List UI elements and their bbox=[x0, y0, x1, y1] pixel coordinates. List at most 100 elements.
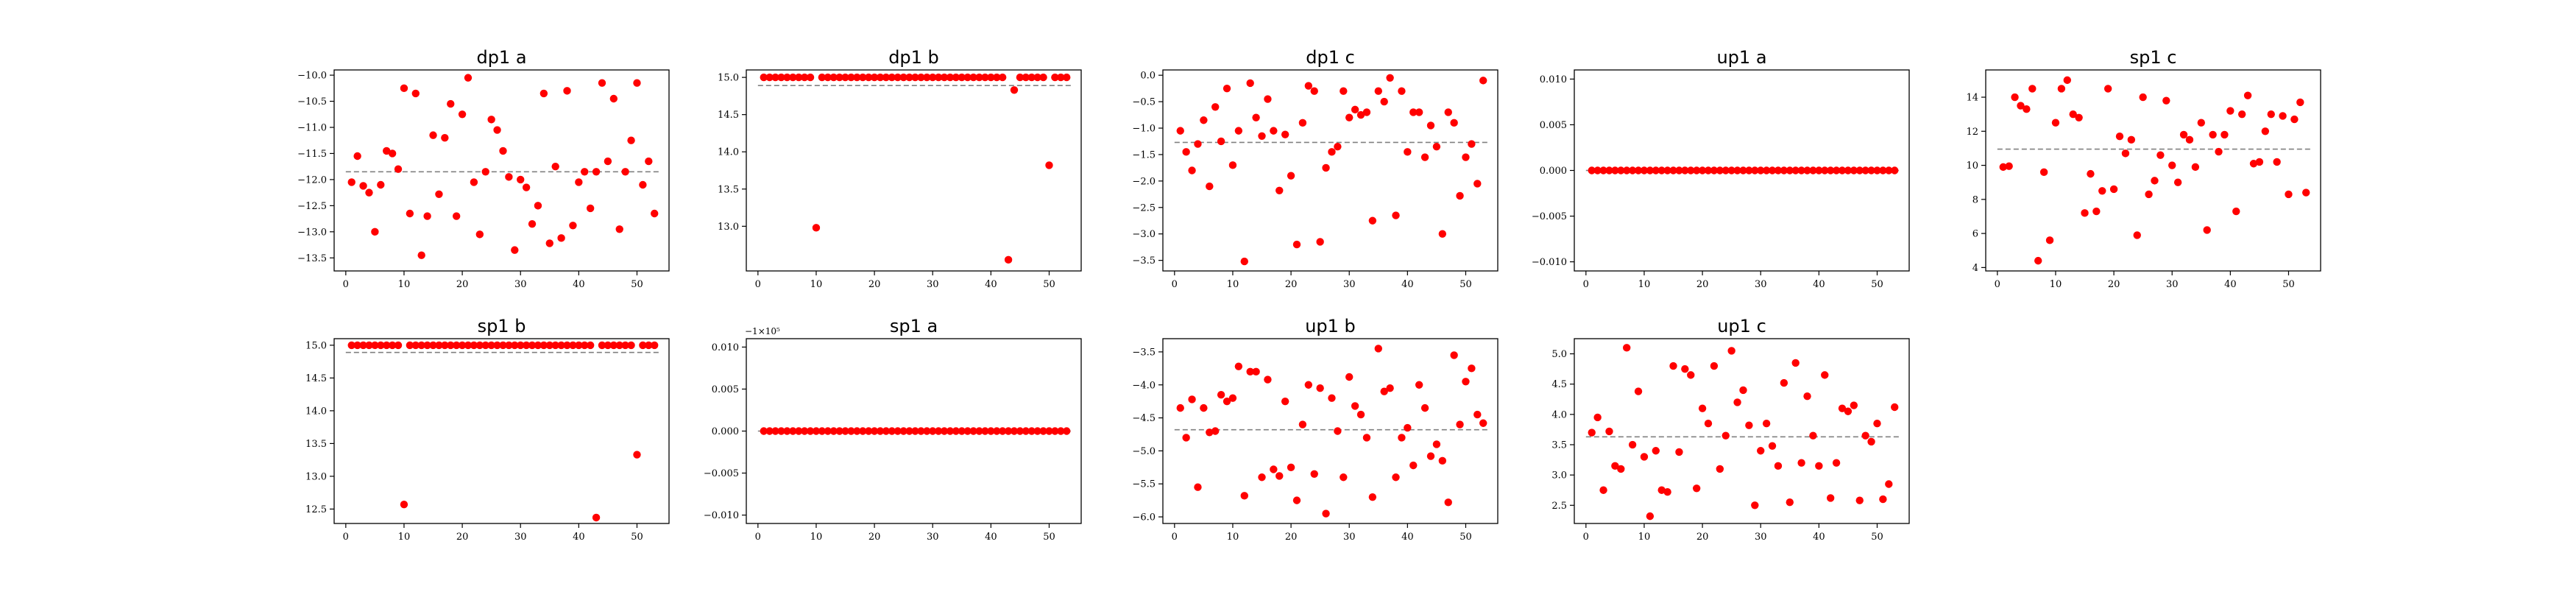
y-tick-label: −1.0 bbox=[1132, 124, 1156, 135]
data-point bbox=[1334, 142, 1342, 151]
data-point bbox=[911, 427, 919, 435]
data-point bbox=[1885, 166, 1893, 174]
data-point bbox=[1281, 397, 1289, 406]
data-point bbox=[539, 89, 548, 98]
data-point bbox=[952, 427, 960, 435]
x-tick-label: 10 bbox=[398, 532, 411, 543]
data-point bbox=[934, 427, 943, 435]
data-point bbox=[1891, 166, 1899, 174]
data-point bbox=[1004, 427, 1013, 435]
data-point bbox=[1803, 392, 1811, 401]
x-tick-label: 0 bbox=[1583, 279, 1589, 290]
data-point bbox=[586, 204, 595, 213]
data-point bbox=[383, 147, 391, 155]
data-point bbox=[400, 500, 408, 509]
data-point bbox=[2197, 119, 2205, 127]
x-tick-label: 20 bbox=[456, 279, 469, 290]
data-point bbox=[383, 341, 391, 350]
x-tick-label: 10 bbox=[398, 279, 411, 290]
x-tick-label: 50 bbox=[1871, 279, 1883, 290]
subplot-8: up1 c 0 10 20 30 40 50 2.5 3.0 3.5 4.0 4.5 5.0 bbox=[1551, 316, 1910, 543]
data-point bbox=[2092, 207, 2101, 216]
y-tick-label: −10.5 bbox=[297, 96, 327, 107]
data-point bbox=[975, 427, 983, 435]
data-point bbox=[1473, 180, 1482, 188]
data-point bbox=[800, 73, 809, 82]
data-point bbox=[975, 73, 983, 82]
y-tick-label: 14.5 bbox=[718, 110, 739, 121]
data-point bbox=[1768, 442, 1777, 450]
data-point bbox=[1733, 166, 1741, 174]
x-tick-label: 20 bbox=[1696, 532, 1709, 543]
x-tick-label: 30 bbox=[1343, 279, 1356, 290]
data-point bbox=[528, 341, 537, 350]
data-point bbox=[563, 87, 571, 95]
data-point bbox=[1710, 361, 1719, 370]
x-tick-label: 30 bbox=[927, 279, 939, 290]
x-tick-label: 0 bbox=[1172, 532, 1178, 543]
data-point bbox=[1722, 431, 1730, 440]
data-point bbox=[1861, 431, 1869, 440]
data-point bbox=[2057, 85, 2066, 93]
data-point bbox=[841, 73, 849, 82]
data-point bbox=[771, 427, 779, 435]
data-point bbox=[1351, 402, 1359, 410]
data-point bbox=[1380, 387, 1388, 395]
data-point bbox=[1234, 362, 1243, 370]
data-point bbox=[1292, 496, 1301, 504]
data-point bbox=[435, 341, 443, 350]
data-point bbox=[1479, 77, 1487, 85]
data-point bbox=[423, 212, 431, 220]
data-point bbox=[499, 341, 507, 350]
data-point bbox=[1786, 498, 1794, 507]
data-point bbox=[1194, 483, 1202, 491]
data-point bbox=[2051, 119, 2060, 127]
data-point bbox=[1176, 403, 1184, 412]
data-point bbox=[1033, 73, 1041, 82]
data-point bbox=[470, 178, 478, 186]
data-point bbox=[1010, 427, 1019, 435]
data-point bbox=[1392, 473, 1400, 482]
data-point bbox=[876, 427, 885, 435]
y-tick-label: −13.0 bbox=[297, 227, 327, 238]
data-point bbox=[522, 183, 531, 191]
y-tick-label: 0.000 bbox=[712, 426, 739, 437]
data-point bbox=[1462, 153, 1470, 161]
data-point bbox=[940, 73, 949, 82]
subplot-0: dp1 a 0 10 20 30 40 50 −13.5 −13.0 −12.5 −12.0 −11.… bbox=[297, 47, 670, 290]
data-point bbox=[609, 341, 618, 350]
x-tick-label: 50 bbox=[1043, 532, 1055, 543]
data-point bbox=[1182, 434, 1190, 442]
data-point bbox=[1392, 211, 1400, 219]
data-point bbox=[1246, 367, 1254, 376]
x-tick-label: 10 bbox=[1638, 279, 1651, 290]
data-point bbox=[645, 341, 653, 350]
y-tick-label: 4.0 bbox=[1551, 409, 1567, 420]
data-point bbox=[1240, 257, 1248, 266]
data-point bbox=[528, 219, 537, 228]
data-point bbox=[1340, 473, 1348, 482]
data-point bbox=[841, 427, 849, 435]
data-point bbox=[1681, 166, 1689, 174]
data-point bbox=[1057, 427, 1065, 435]
data-point bbox=[1304, 82, 1313, 90]
y-tick-label: −5.0 bbox=[1132, 446, 1156, 457]
data-point bbox=[1368, 216, 1377, 225]
data-point bbox=[1281, 130, 1289, 138]
subplot-title: dp1 a bbox=[476, 47, 526, 68]
data-point bbox=[1246, 79, 1254, 88]
data-point bbox=[1593, 413, 1602, 422]
x-tick-label: 0 bbox=[755, 532, 761, 543]
data-point bbox=[899, 73, 907, 82]
data-point bbox=[1264, 95, 1272, 103]
data-point bbox=[1404, 423, 1412, 432]
data-point bbox=[894, 427, 902, 435]
x-tick-label: 0 bbox=[343, 532, 349, 543]
data-point bbox=[824, 73, 832, 82]
data-point bbox=[2151, 177, 2159, 185]
data-point bbox=[1855, 496, 1864, 504]
data-point bbox=[1316, 384, 1324, 392]
data-point bbox=[870, 73, 879, 82]
data-point bbox=[1593, 166, 1602, 174]
data-point bbox=[859, 427, 867, 435]
